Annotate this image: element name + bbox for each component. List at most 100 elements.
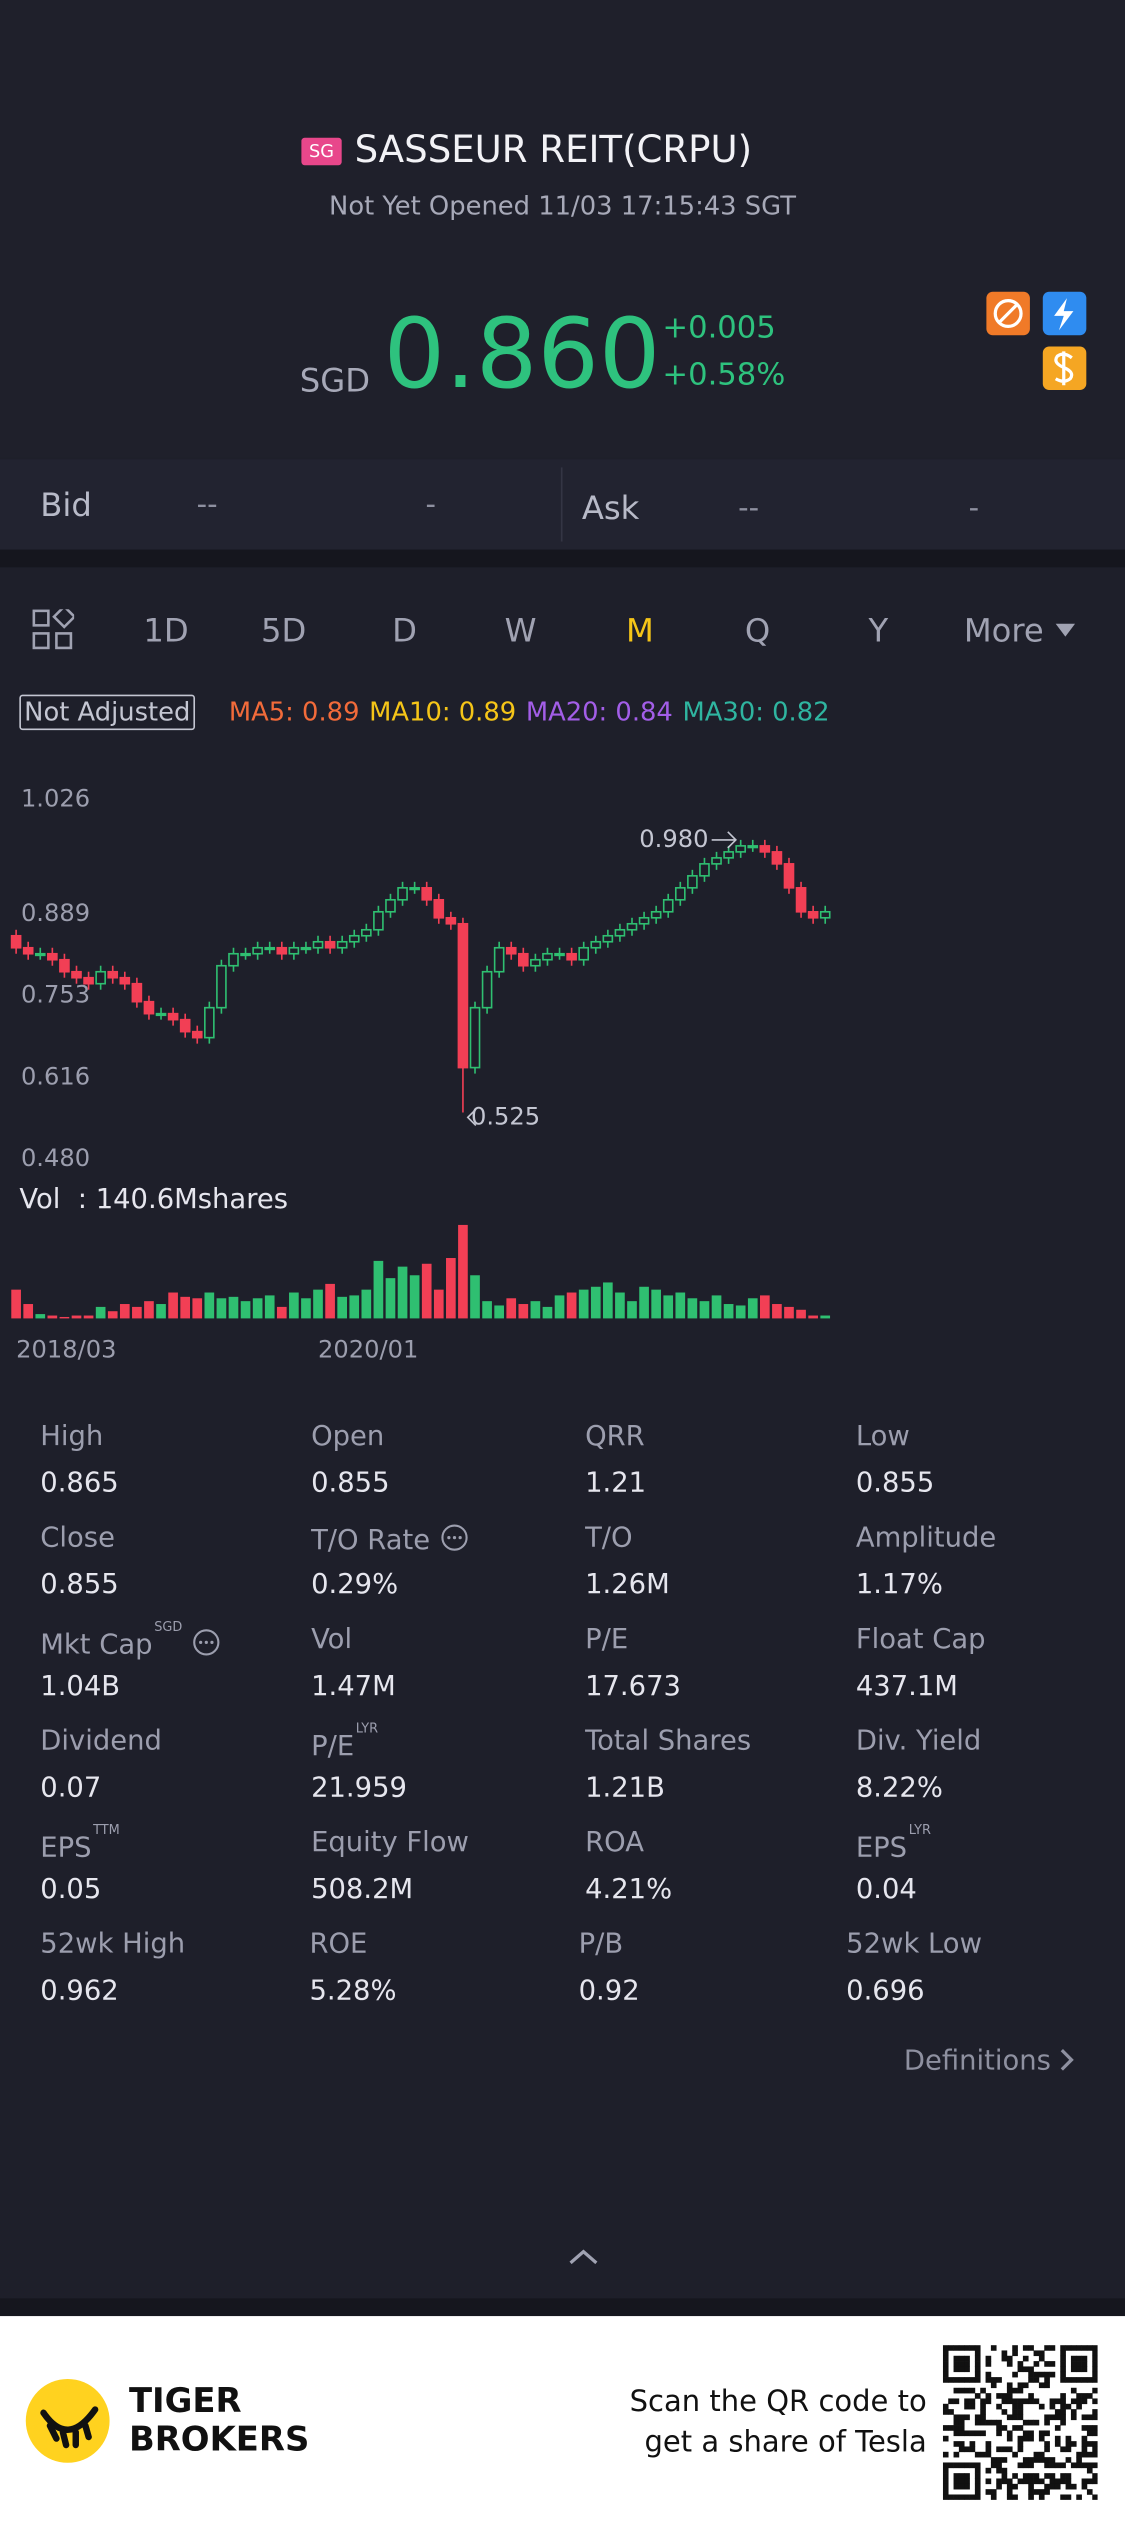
- qr-cell: [990, 2457, 997, 2463]
- stat-label-text: T/O: [585, 1522, 633, 1555]
- period-tab[interactable]: D: [392, 614, 417, 646]
- qr-cell: [1049, 2478, 1056, 2485]
- stat-label: ROE: [309, 1931, 367, 1959]
- qr-cell: [953, 2425, 960, 2431]
- qr-cell: [1054, 2478, 1061, 2485]
- qr-cell: [1060, 2393, 1066, 2399]
- qr-cell: [1022, 2462, 1029, 2469]
- candle-body: [687, 875, 698, 889]
- qr-cell: [964, 2483, 970, 2490]
- qr-cell: [1086, 2425, 1093, 2431]
- qr-cell: [1081, 2446, 1088, 2453]
- qr-cell: [964, 2494, 970, 2500]
- stat-label: ROA: [585, 1829, 644, 1857]
- volume-bar: [772, 1304, 782, 1319]
- stat-value: 1.47M: [311, 1670, 396, 1703]
- qr-cell: [1006, 2446, 1013, 2453]
- qr-cell: [942, 2473, 949, 2479]
- qr-cell: [980, 2398, 986, 2405]
- qr-cell: [1001, 2467, 1008, 2474]
- candle-body: [22, 946, 34, 955]
- candle-body: [397, 887, 408, 901]
- candle-body: [759, 845, 771, 853]
- qr-cell: [1017, 2446, 1024, 2453]
- qr-cell: [964, 2403, 970, 2410]
- volume-bar: [385, 1278, 396, 1319]
- volume-bar: [107, 1311, 118, 1319]
- qr-cell: [1022, 2457, 1029, 2463]
- qr-cell: [990, 2377, 997, 2383]
- qr-cell: [1060, 2419, 1066, 2426]
- qr-cell: [1049, 2457, 1056, 2463]
- definitions-link[interactable]: Definitions: [904, 2047, 1077, 2076]
- candle-body: [554, 952, 565, 957]
- ma-label: MA5: 0.89: [228, 696, 360, 727]
- qr-cell: [996, 2446, 1002, 2453]
- ma-label: MA10: 0.89: [369, 696, 517, 727]
- qr-cell: [1065, 2435, 1072, 2442]
- qr-cell: [1001, 2446, 1008, 2453]
- qr-cell: [1044, 2414, 1050, 2421]
- candle-body: [505, 946, 517, 955]
- qr-cell: [974, 2473, 981, 2479]
- qr-cell: [1076, 2398, 1082, 2405]
- qr-cell: [1038, 2403, 1045, 2410]
- collapse-button[interactable]: [567, 2247, 599, 2266]
- qr-cell: [1076, 2361, 1082, 2367]
- stat-label-text: Total Shares: [585, 1725, 752, 1758]
- candle-body: [650, 910, 662, 919]
- qr-cell: [1022, 2345, 1029, 2351]
- candle-body: [566, 952, 577, 961]
- qr-cell: [1065, 2441, 1072, 2447]
- qr-cell: [953, 2387, 960, 2394]
- stat-label: Total Shares: [585, 1728, 751, 1756]
- adjust-button[interactable]: Not Adjusted: [19, 694, 196, 731]
- volume-bar: [433, 1289, 444, 1319]
- stat-value: 17.673: [585, 1670, 681, 1703]
- layout-toggle[interactable]: [32, 609, 75, 651]
- volume-bar: [228, 1296, 239, 1319]
- qr-cell: [974, 2467, 981, 2474]
- brand-line-2: BROKERS: [128, 2420, 310, 2459]
- period-tab[interactable]: Q: [745, 614, 770, 646]
- candle-body: [783, 863, 795, 889]
- tab-label: Q: [744, 610, 771, 650]
- period-tab[interactable]: W: [505, 614, 537, 646]
- info-icon[interactable]: [440, 1523, 469, 1552]
- candle-body: [795, 887, 807, 913]
- qr-cell: [1060, 2345, 1066, 2351]
- period-tab[interactable]: 1D: [143, 614, 188, 646]
- tab-label: 1D: [143, 610, 189, 650]
- qr-cell: [1065, 2457, 1072, 2463]
- qr-cell: [1086, 2393, 1093, 2399]
- qr-cell: [980, 2409, 986, 2415]
- period-tab[interactable]: 5D: [261, 614, 306, 646]
- qr-cell: [958, 2345, 965, 2351]
- period-tab[interactable]: Y: [869, 614, 889, 646]
- footer-bg: [0, 2316, 1125, 2527]
- period-tab[interactable]: More: [964, 614, 1076, 646]
- candle-body: [638, 916, 650, 925]
- volume-bar: [578, 1289, 589, 1319]
- qr-cell: [1044, 2361, 1050, 2367]
- stat-value: 1.17%: [855, 1569, 943, 1602]
- qr-cell: [1028, 2393, 1034, 2399]
- qr-code: [942, 2345, 1098, 2500]
- qr-cell: [985, 2451, 992, 2458]
- qr-cell: [1006, 2393, 1013, 2399]
- period-tab[interactable]: M: [626, 614, 654, 646]
- qr-cell: [974, 2371, 981, 2378]
- stat-label-text: Low: [855, 1420, 910, 1453]
- info-icon[interactable]: [192, 1628, 221, 1657]
- stat-value: 0.855: [311, 1467, 390, 1500]
- qr-cell: [1070, 2414, 1077, 2421]
- qr-cell: [1001, 2478, 1008, 2485]
- qr-cell: [1012, 2483, 1018, 2490]
- qr-cell: [1006, 2398, 1013, 2405]
- qr-cell: [942, 2425, 949, 2431]
- candle-body: [542, 952, 553, 961]
- qr-cell: [1054, 2409, 1061, 2415]
- volume-bar: [651, 1289, 661, 1319]
- candle-body: [300, 946, 312, 951]
- annotation-head: [466, 1108, 477, 1127]
